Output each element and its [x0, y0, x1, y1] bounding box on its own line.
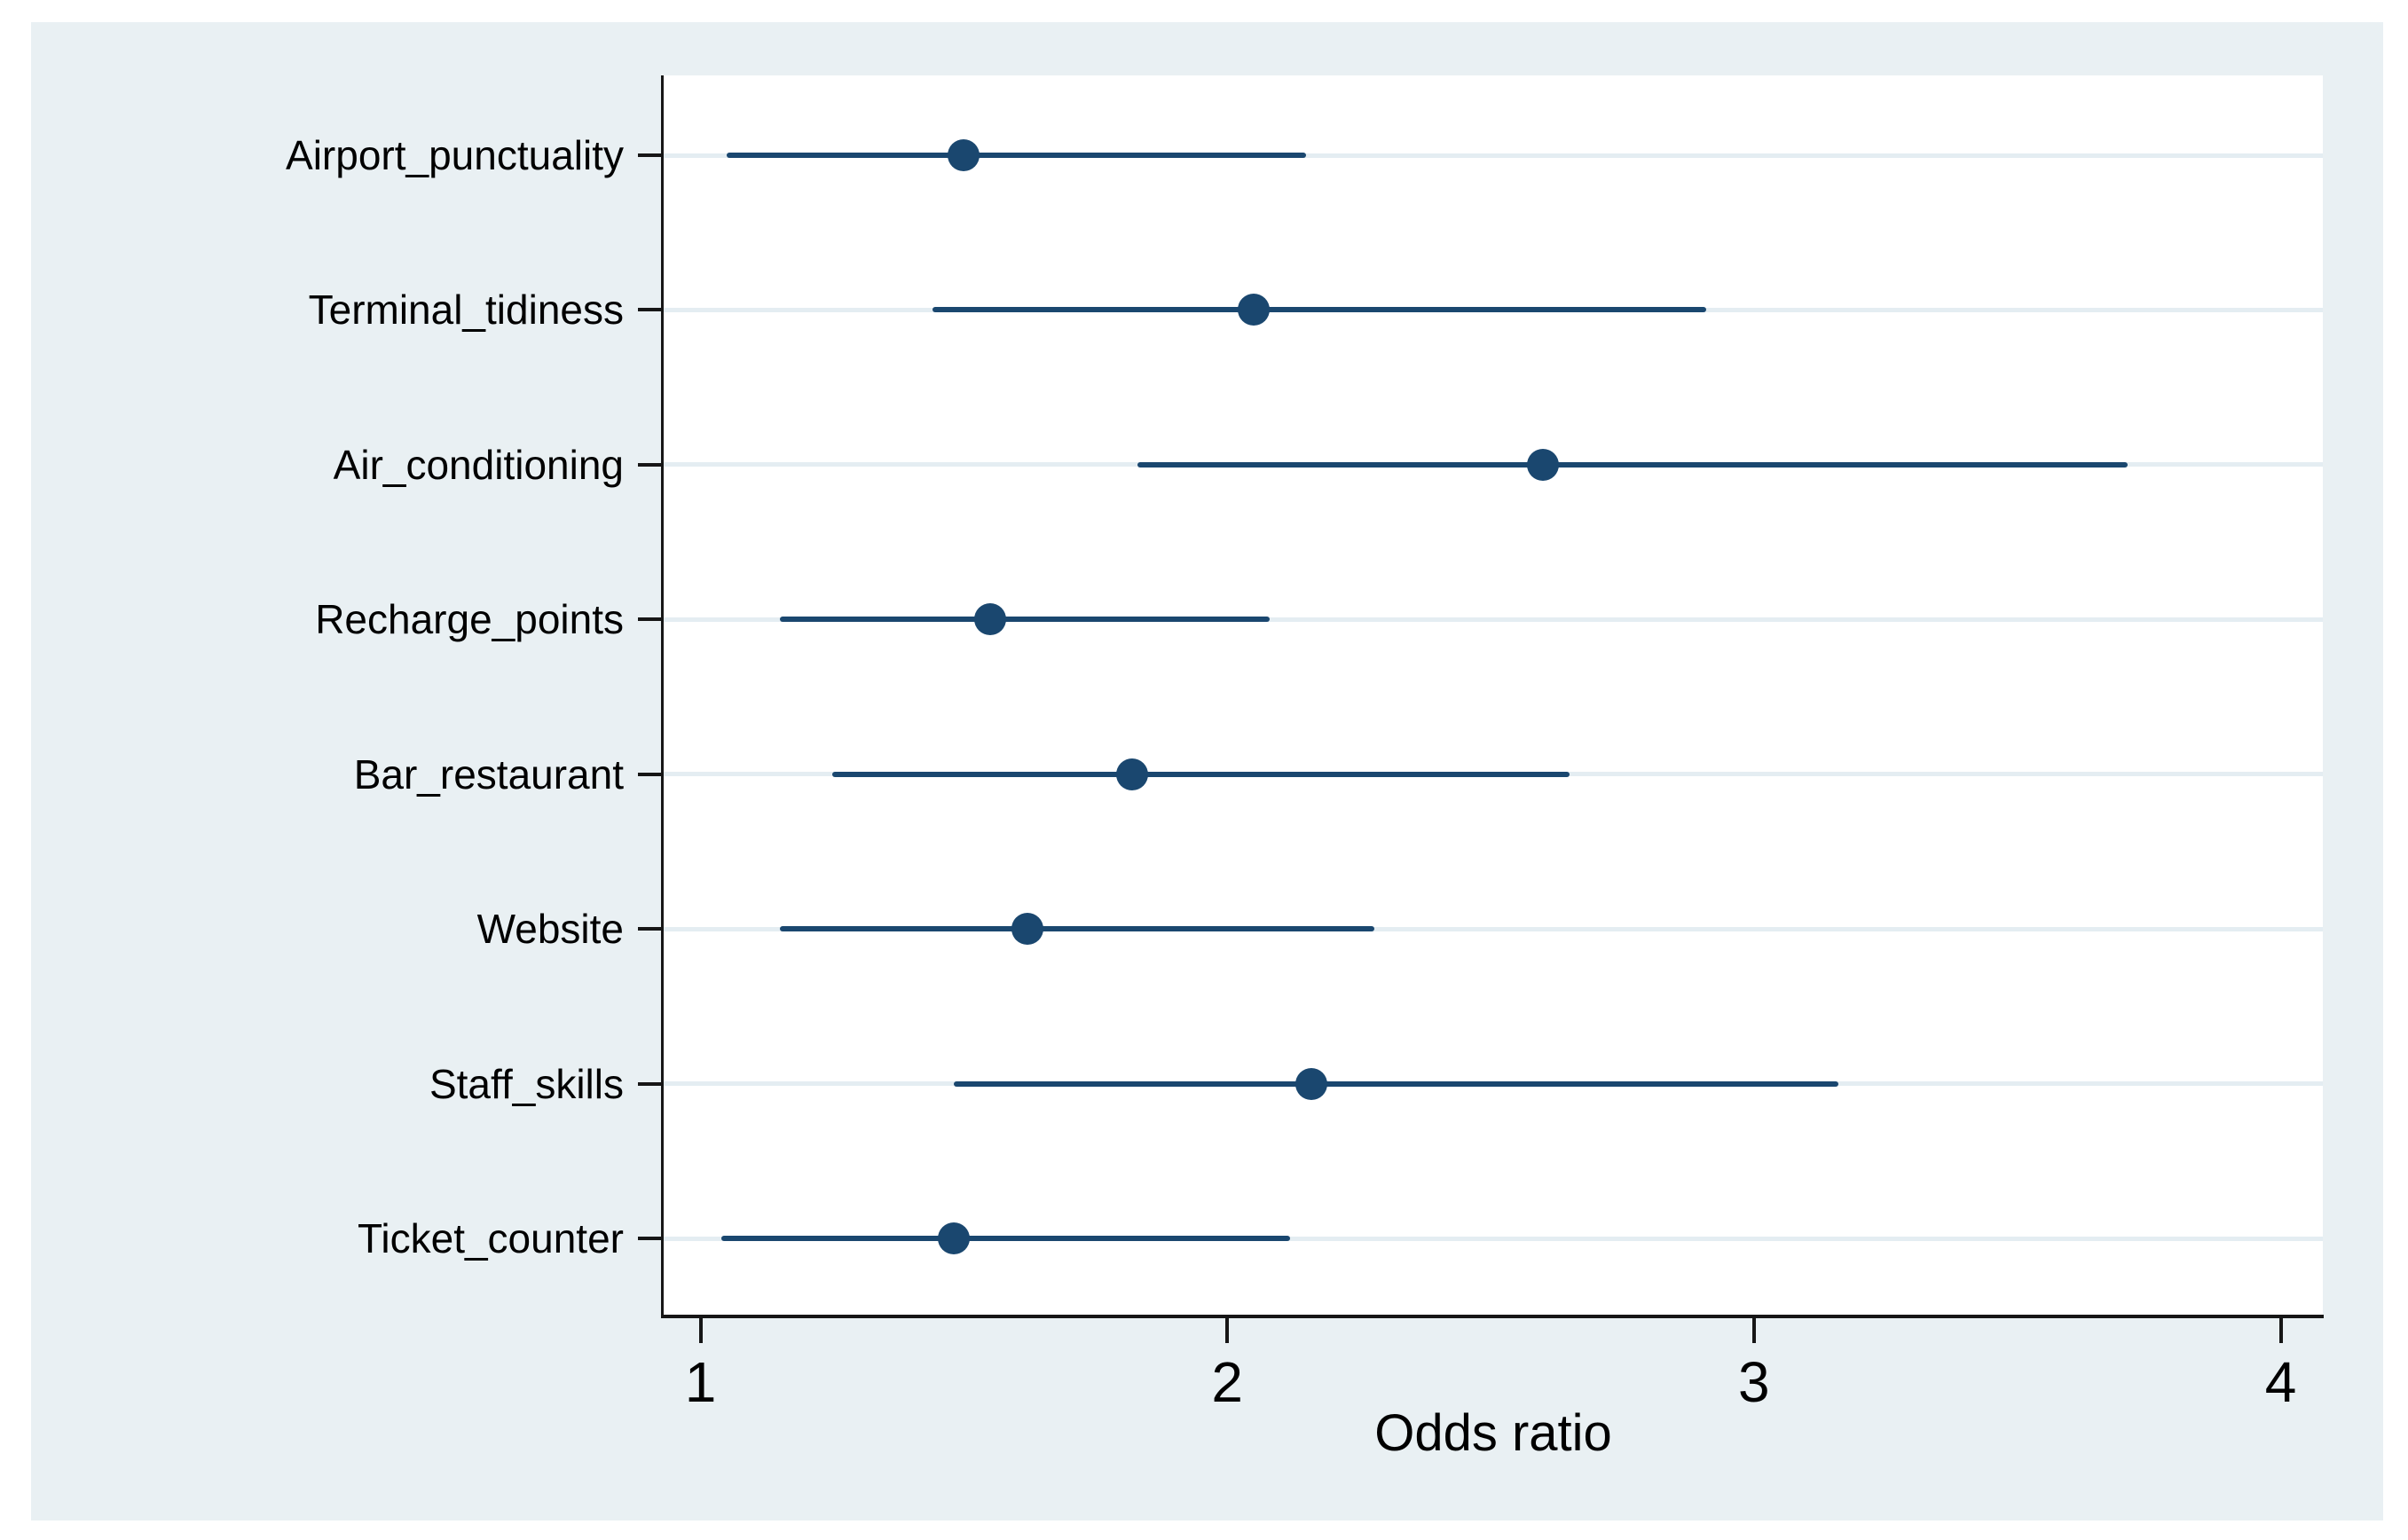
gridline — [664, 1236, 2323, 1241]
category-label: Recharge_points — [315, 596, 624, 643]
x-axis-title: Odds ratio — [1374, 1404, 1612, 1462]
category-label: Air_conditioning — [333, 441, 624, 488]
odds-ratio-marker — [1527, 448, 1560, 481]
odds-ratio-marker — [1011, 913, 1043, 946]
y-axis-tick — [638, 772, 663, 776]
y-axis-tick — [638, 927, 663, 931]
x-tick-label: 4 — [2264, 1350, 2297, 1414]
y-axis-tick — [638, 617, 663, 622]
category-label: Staff_skills — [429, 1060, 624, 1107]
chart-canvas: Odds ratio Airport_punctuality Terminal_t… — [31, 22, 2383, 1520]
ci-line — [932, 307, 1707, 313]
odds-ratio-marker — [1116, 758, 1149, 790]
y-axis-tick — [638, 1081, 663, 1086]
x-tick-label: 2 — [1211, 1350, 1243, 1414]
y-axis-tick — [638, 1237, 663, 1240]
y-axis-tick — [638, 462, 663, 467]
ci-line — [779, 926, 1375, 932]
odds-ratio-marker — [948, 139, 980, 171]
plot-area — [664, 75, 2323, 1315]
ci-line — [779, 617, 1270, 623]
ci-line — [831, 771, 1570, 777]
x-axis-line — [661, 1315, 2324, 1318]
gridline — [664, 153, 2323, 158]
x-axis-tick — [1751, 1318, 1756, 1343]
x-tick-label: 1 — [684, 1350, 717, 1414]
x-axis-tick — [1225, 1318, 1230, 1343]
ci-line — [953, 1080, 1838, 1087]
y-axis-tick — [638, 153, 663, 157]
gridline — [664, 926, 2323, 931]
y-axis-line — [661, 75, 664, 1318]
category-label: Ticket_counter — [358, 1215, 624, 1261]
odds-ratio-marker — [1295, 1067, 1328, 1100]
category-label: Airport_punctuality — [286, 132, 624, 178]
ci-line — [727, 153, 1307, 158]
y-axis-tick — [638, 308, 663, 312]
ci-line — [1137, 461, 2129, 468]
x-axis-tick — [2278, 1318, 2283, 1343]
odds-ratio-marker — [937, 1222, 970, 1254]
category-label: Bar_restaurant — [353, 750, 624, 798]
gridline — [664, 617, 2323, 622]
category-label: Terminal_tidiness — [308, 287, 624, 334]
category-label: Website — [476, 906, 624, 953]
ci-line — [721, 1236, 1291, 1241]
odds-ratio-marker — [1237, 294, 1270, 326]
odds-ratio-marker — [974, 603, 1007, 636]
x-axis-tick — [698, 1318, 703, 1343]
x-tick-label: 3 — [1738, 1350, 1770, 1414]
